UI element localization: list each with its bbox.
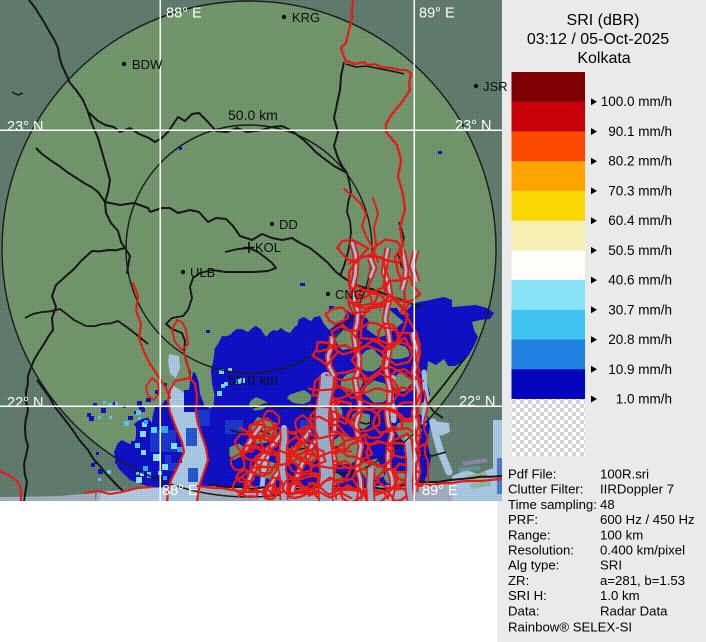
svg-text:100R.sri: 100R.sri <box>600 467 649 482</box>
svg-text:IIRDoppler 7: IIRDoppler 7 <box>600 482 674 497</box>
svg-text:30.7 mm/h: 30.7 mm/h <box>608 302 672 317</box>
svg-text:SRI: SRI <box>600 558 622 573</box>
svg-text:PRF:: PRF: <box>508 512 538 527</box>
svg-text:88° E: 88° E <box>162 483 198 499</box>
svg-text:90.1 mm/h: 90.1 mm/h <box>608 124 672 139</box>
svg-text:23° N: 23° N <box>455 118 491 134</box>
svg-text:100 km: 100 km <box>600 527 643 542</box>
svg-text:1.0 km: 1.0 km <box>600 588 640 603</box>
svg-text:70.3 mm/h: 70.3 mm/h <box>608 183 672 198</box>
svg-text:ULB: ULB <box>190 265 215 280</box>
svg-text:SRI (dBR): SRI (dBR) <box>567 12 640 29</box>
svg-text:10.9 mm/h: 10.9 mm/h <box>608 362 672 377</box>
svg-text:48: 48 <box>600 497 615 512</box>
svg-text:89° E: 89° E <box>422 483 458 499</box>
svg-text:KOL: KOL <box>255 240 281 255</box>
svg-text:Time sampling:: Time sampling: <box>508 497 597 512</box>
svg-text:DD: DD <box>279 217 298 232</box>
svg-text:89° E: 89° E <box>419 6 455 22</box>
svg-text:0.400 km/pixel: 0.400 km/pixel <box>600 543 685 558</box>
svg-text:100.0 mm/h: 100.0 mm/h <box>601 94 672 109</box>
svg-text:SRI H:: SRI H: <box>508 588 547 603</box>
svg-text:23° N: 23° N <box>7 119 43 135</box>
svg-text:50.0 km: 50.0 km <box>228 107 278 123</box>
svg-text:50.5 mm/h: 50.5 mm/h <box>608 243 672 258</box>
svg-text:Kolkata: Kolkata <box>577 50 630 67</box>
svg-text:BDW: BDW <box>132 57 163 72</box>
svg-text:50.0 km: 50.0 km <box>228 372 278 388</box>
svg-text:60.4 mm/h: 60.4 mm/h <box>608 213 672 228</box>
svg-text:a=281, b=1.53: a=281, b=1.53 <box>600 573 685 588</box>
svg-text:22° N: 22° N <box>459 394 495 410</box>
svg-text:Data:: Data: <box>508 603 540 618</box>
svg-text:1.0 mm/h: 1.0 mm/h <box>616 392 672 407</box>
svg-text:Pdf File:: Pdf File: <box>508 467 556 482</box>
svg-text:88° E: 88° E <box>166 6 202 22</box>
svg-text:ZR:: ZR: <box>508 573 529 588</box>
svg-text:Rainbow® SELEX-SI: Rainbow® SELEX-SI <box>508 620 632 635</box>
svg-text:JSR: JSR <box>483 79 508 94</box>
svg-text:22° N: 22° N <box>7 395 43 411</box>
svg-text:Radar Data: Radar Data <box>600 603 668 618</box>
svg-text:80.2 mm/h: 80.2 mm/h <box>608 154 672 169</box>
svg-text:Resolution:: Resolution: <box>508 543 574 558</box>
svg-text:CNG: CNG <box>335 287 364 302</box>
svg-text:20.8 mm/h: 20.8 mm/h <box>608 332 672 347</box>
svg-text:Alg type:: Alg type: <box>508 558 559 573</box>
svg-text:KRG: KRG <box>292 10 320 25</box>
svg-text:40.6 mm/h: 40.6 mm/h <box>608 273 672 288</box>
svg-text:03:12 / 05-Oct-2025: 03:12 / 05-Oct-2025 <box>527 31 669 48</box>
svg-text:600 Hz / 450 Hz: 600 Hz / 450 Hz <box>600 512 695 527</box>
svg-text:Clutter Filter:: Clutter Filter: <box>508 482 583 497</box>
svg-text:Range:: Range: <box>508 527 551 542</box>
